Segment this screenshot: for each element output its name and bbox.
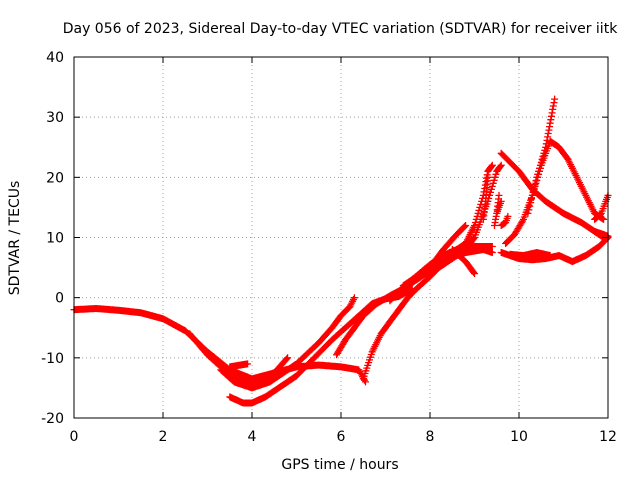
series-track-21 xyxy=(591,228,612,240)
series-track-4 xyxy=(226,360,252,371)
series-track-15 xyxy=(497,149,608,241)
x-tick-label: 0 xyxy=(70,429,79,445)
plus-markers xyxy=(493,197,505,217)
plus-markers xyxy=(333,161,496,359)
plus-markers xyxy=(497,234,612,266)
plus-markers xyxy=(479,173,492,223)
series-track-20 xyxy=(524,95,559,217)
series-track-19 xyxy=(506,249,554,259)
plus-markers xyxy=(591,191,612,223)
x-tick-label: 8 xyxy=(426,429,435,445)
y-tick-label: 0 xyxy=(55,291,64,307)
x-tick-label: 10 xyxy=(510,429,528,445)
series-track-14 xyxy=(493,197,505,217)
plus-markers xyxy=(217,294,358,392)
series-track-18 xyxy=(497,234,612,266)
chart-title: Day 056 of 2023, Sidereal Day-to-day VTE… xyxy=(63,21,618,37)
plus-markers xyxy=(448,246,478,278)
plus-markers xyxy=(497,212,512,229)
plus-markers xyxy=(226,360,252,371)
y-axis-title: SDTVAR / TECUs xyxy=(7,181,23,296)
x-tick-label: 6 xyxy=(337,429,346,445)
x-tick-label: 2 xyxy=(159,429,168,445)
grid-lines xyxy=(74,57,608,418)
y-tick-label: 20 xyxy=(46,170,64,186)
series-track-3 xyxy=(217,294,358,392)
plus-markers xyxy=(591,228,612,240)
y-tick-label: -10 xyxy=(41,351,64,367)
plus-markers xyxy=(506,249,554,259)
y-tick-label: 40 xyxy=(46,50,64,66)
y-tick-label: -20 xyxy=(41,411,64,427)
tick-labels: 0 2 4 6 8 10 12 -20 -10 0 10 20 30 40 xyxy=(41,50,617,445)
plus-markers xyxy=(524,95,559,217)
x-axis-title: GPS time / hours xyxy=(281,457,398,473)
axis-ticks xyxy=(73,56,609,419)
data-series xyxy=(70,95,612,407)
plus-markers xyxy=(497,149,608,241)
series-track-12 xyxy=(479,173,492,223)
y-tick-label: 10 xyxy=(46,231,64,247)
y-tick-label: 30 xyxy=(46,110,64,126)
x-tick-label: 4 xyxy=(248,429,257,445)
series-track-16 xyxy=(497,212,512,229)
series-track-6 xyxy=(333,161,496,359)
x-tick-label: 12 xyxy=(599,429,617,445)
series-track-11 xyxy=(448,246,478,278)
series-track-22 xyxy=(591,191,612,223)
